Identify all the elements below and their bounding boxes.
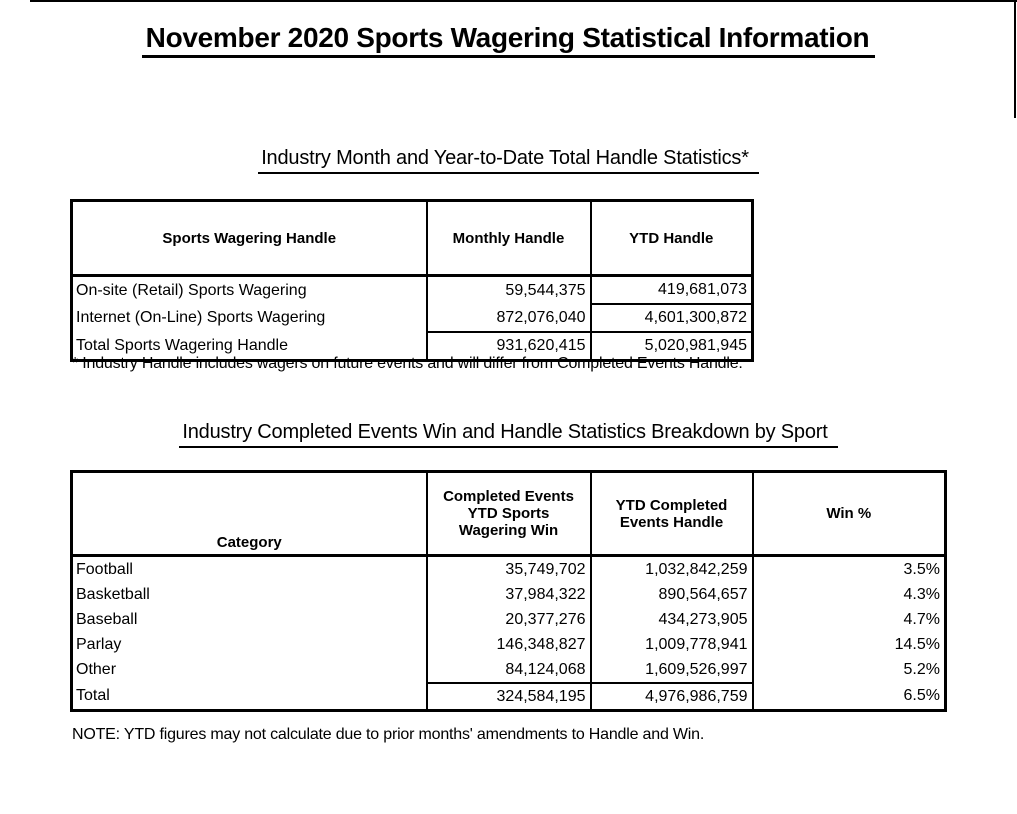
win-value: 20,377,276 [425,607,592,632]
category-label: Football [70,555,428,582]
win-pct-value: 4.7% [751,607,947,632]
column-header-win-pct: Win % [751,470,947,557]
category-label: Parlay [70,632,428,657]
ytd-handle-value: 419,681,073 [589,275,754,305]
row-label: On-site (Retail) Sports Wagering [70,275,428,304]
ytd-note: NOTE: YTD figures may not calculate due … [72,726,705,743]
win-value: 35,749,702 [425,555,592,582]
table-header-row: Sports Wagering Handle Monthly Handle YT… [70,199,754,277]
monthly-handle-value: 59,544,375 [425,275,592,304]
handle-value: 1,032,842,259 [589,555,754,582]
completed-events-table: Category Completed Events YTD Sports Wag… [70,470,947,712]
table-row: Other 84,124,068 1,609,526,997 5.2% [70,657,947,683]
scan-edge-right [1014,0,1016,118]
section2-heading: Industry Completed Events Win and Handle… [179,421,838,448]
handle-value: 890,564,657 [589,582,754,607]
handle-total: 4,976,986,759 [589,682,754,711]
column-header-category: Category [70,470,428,557]
handle-value: 1,609,526,997 [589,657,754,683]
win-value: 146,348,827 [425,632,592,657]
column-header-ytd-handle: YTD Handle [589,199,754,277]
category-label: Basketball [70,582,428,607]
win-value: 37,984,322 [425,582,592,607]
column-header-completed-events-win: Completed Events YTD Sports Wagering Win [425,470,592,557]
monthly-handle-total: 931,620,415 [425,331,592,361]
win-pct-total: 6.5% [751,683,947,711]
handle-value: 1,009,778,941 [589,632,754,657]
table-row: Internet (On-Line) Sports Wagering 872,0… [70,304,754,332]
win-value: 84,124,068 [425,657,592,683]
column-header-ytd-completed-handle: YTD Completed Events Handle [589,470,754,557]
category-label: Baseball [70,607,428,632]
win-total: 324,584,195 [425,682,592,711]
table-total-row: Total 324,584,195 4,976,986,759 6.5% [70,682,947,711]
table-row: Baseball 20,377,276 434,273,905 4.7% [70,607,947,632]
handle-value: 434,273,905 [589,607,754,632]
row-label: Total Sports Wagering Handle [70,332,428,361]
section1-heading: Industry Month and Year-to-Date Total Ha… [258,147,759,174]
table-total-row: Total Sports Wagering Handle 931,620,415… [70,331,754,361]
table-row: Football 35,749,702 1,032,842,259 3.5% [70,555,947,582]
ytd-handle-total: 5,020,981,945 [589,331,754,361]
row-label: Internet (On-Line) Sports Wagering [70,304,428,332]
win-pct-value: 4.3% [751,582,947,607]
category-label: Other [70,657,428,683]
win-pct-value: 14.5% [751,632,947,657]
table-row: Basketball 37,984,322 890,564,657 4.3% [70,582,947,607]
column-header-sports-wagering-handle: Sports Wagering Handle [70,199,428,277]
scan-edge-top [30,0,1017,2]
win-pct-value: 5.2% [751,657,947,683]
section1-heading-container: Industry Month and Year-to-Date Total Ha… [0,147,1017,174]
ytd-handle-value: 4,601,300,872 [589,304,754,332]
column-header-monthly-handle: Monthly Handle [425,199,592,277]
section2-heading-container: Industry Completed Events Win and Handle… [0,421,1017,448]
title-container: November 2020 Sports Wagering Statistica… [0,22,1017,58]
table-row: Parlay 146,348,827 1,009,778,941 14.5% [70,632,947,657]
table-row: On-site (Retail) Sports Wagering 59,544,… [70,275,754,305]
table-header-row: Category Completed Events YTD Sports Wag… [70,470,947,557]
industry-handle-table: Sports Wagering Handle Monthly Handle YT… [70,199,754,362]
page-title: November 2020 Sports Wagering Statistica… [141,22,876,58]
win-pct-value: 3.5% [751,555,947,582]
handle-footnote: * Industry Handle includes wagers on fut… [72,355,743,372]
category-label: Total [70,683,428,711]
monthly-handle-value: 872,076,040 [425,304,592,332]
